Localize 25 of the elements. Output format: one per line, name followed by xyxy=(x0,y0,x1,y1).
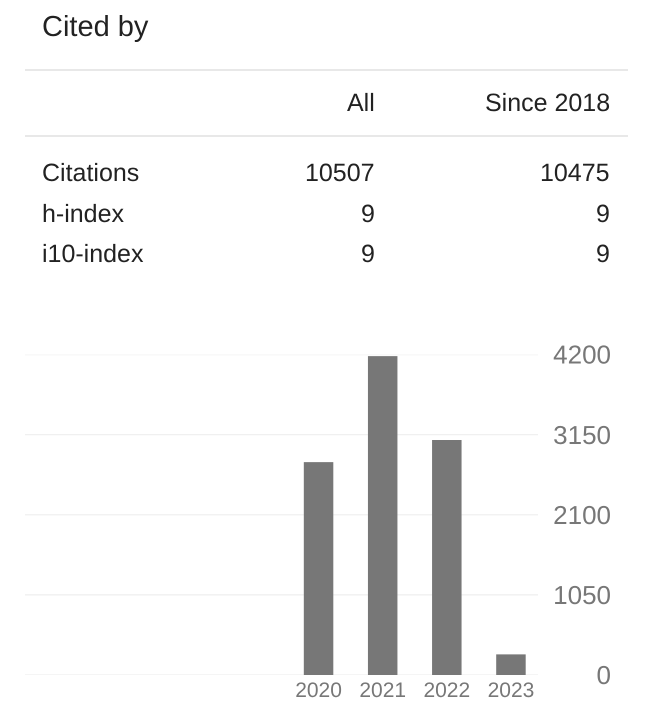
data-label: 9 xyxy=(596,200,610,228)
data-label: 9 xyxy=(596,240,610,268)
y-tick-label: 0 xyxy=(596,660,611,690)
bar xyxy=(432,440,462,675)
text: All xyxy=(347,89,375,117)
x-tick-label: 2020 xyxy=(295,679,342,702)
bar xyxy=(304,462,334,675)
y-tick-label: 4200 xyxy=(553,340,611,370)
data-label: 9 xyxy=(361,200,375,228)
text: Cited by xyxy=(42,11,149,43)
data-label: 9 xyxy=(361,240,375,268)
x-tick-label: 2023 xyxy=(488,679,534,702)
data-label: 10475 xyxy=(540,159,610,187)
category-label: i10-index xyxy=(42,240,144,268)
category-label: Citations xyxy=(42,159,140,187)
y-tick-label: 2100 xyxy=(553,500,611,530)
y-tick-label: 3150 xyxy=(553,420,611,450)
text: Since 2018 xyxy=(485,89,610,117)
bar xyxy=(368,356,398,675)
x-tick-label: 2021 xyxy=(359,679,406,702)
y-tick-label: 1050 xyxy=(553,580,611,610)
bar xyxy=(496,654,526,675)
category-label: h-index xyxy=(42,200,124,228)
data-label: 10507 xyxy=(305,159,375,187)
x-tick-label: 2022 xyxy=(423,679,470,702)
